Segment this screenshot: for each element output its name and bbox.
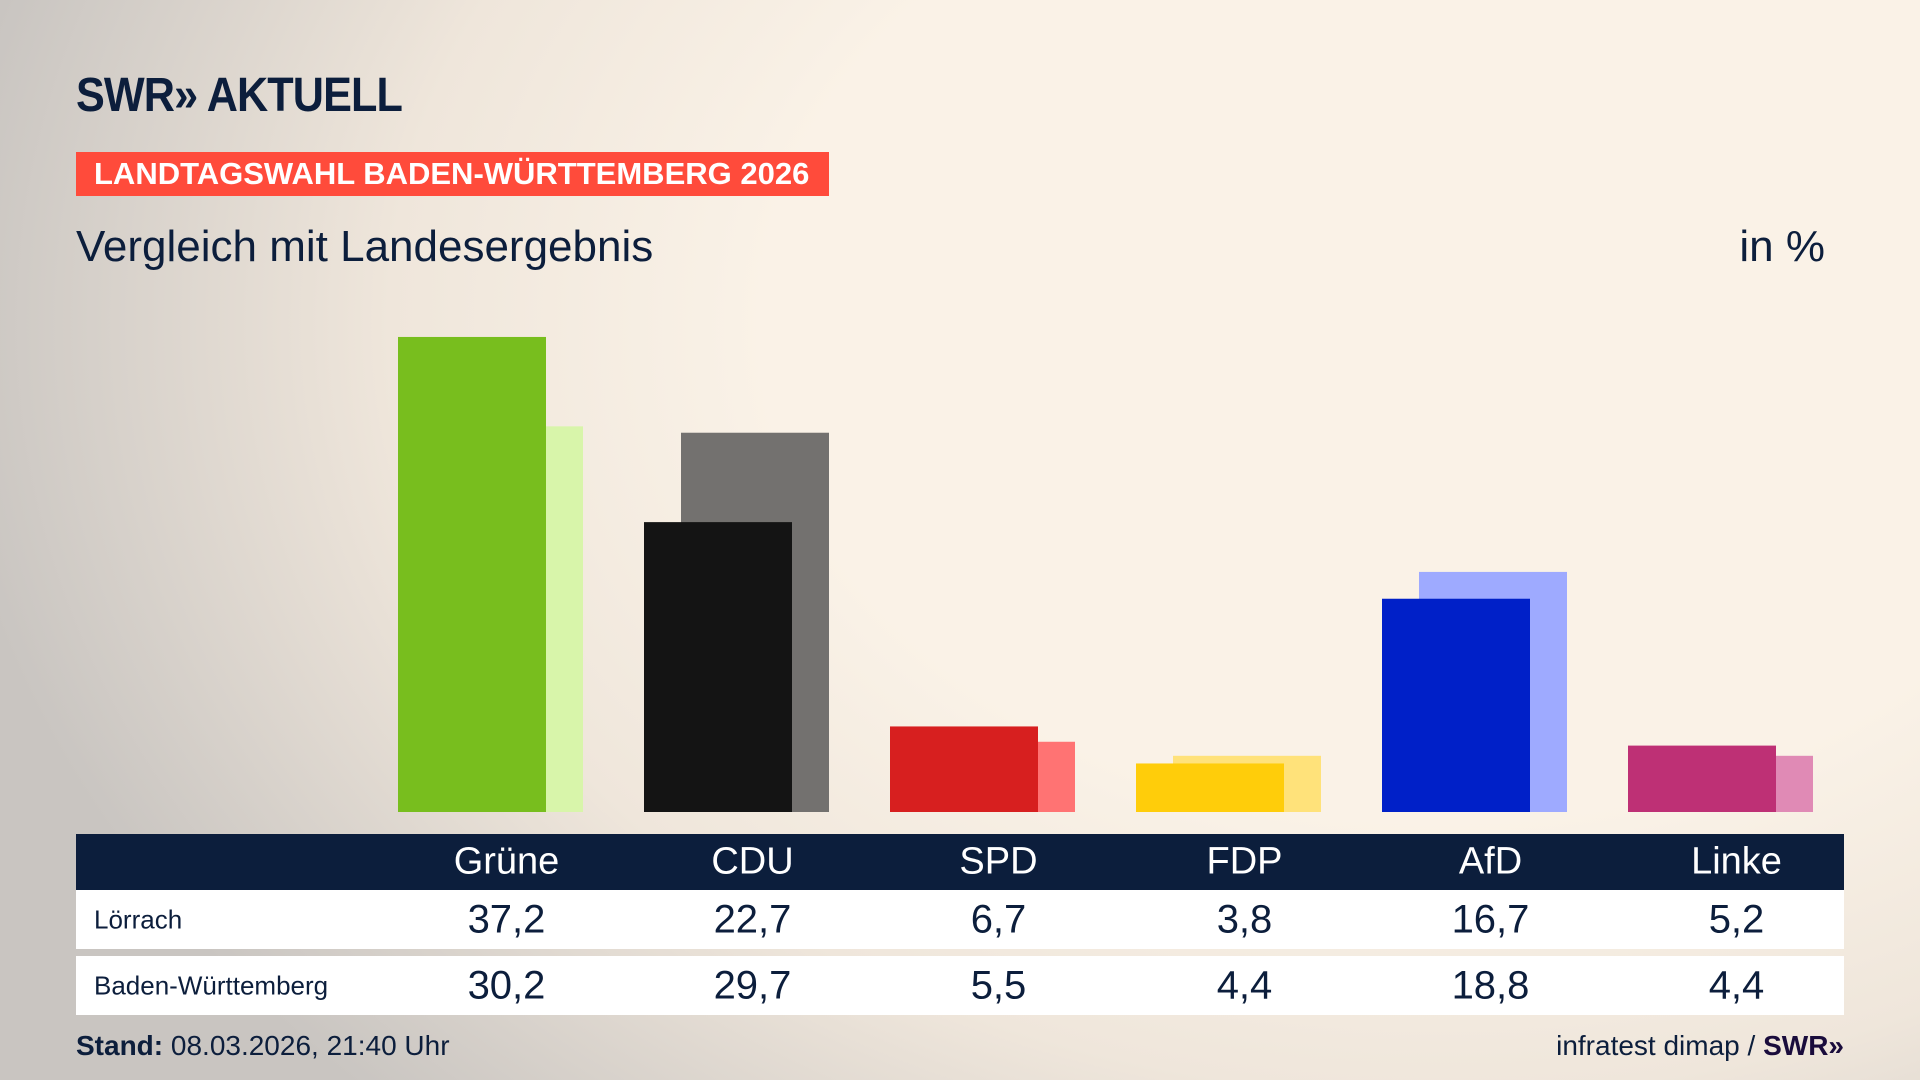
value-cell: 6,7 (970, 897, 1027, 941)
swr-logo: SWR» (1763, 1030, 1844, 1061)
column-header: AfD (1458, 840, 1523, 883)
stand-label: Stand: (76, 1030, 164, 1061)
value-cell: 5,2 (1708, 897, 1765, 941)
chart-subtitle: Vergleich mit Landesergebnis (76, 222, 654, 271)
value-cell: 37,2 (467, 897, 546, 941)
table-row: Lörrach 37,2 22,7 6,7 3,8 16,7 5,2 (76, 890, 1844, 949)
column-header: Grüne (453, 840, 560, 883)
timestamp: Stand: 08.03.2026, 21:40 Uhr (76, 1030, 450, 1062)
swr-aktuell-logo: SWR» AKTUELL (76, 69, 403, 122)
column-header: CDU (711, 840, 794, 883)
value-cell: 3,8 (1216, 897, 1273, 941)
bar-local-3 (1136, 763, 1284, 812)
value-cell: 22,7 (713, 897, 792, 941)
row-label: Lörrach (94, 904, 183, 934)
column-header: Linke (1691, 840, 1782, 883)
source: infratest dimap / SWR» (1556, 1030, 1844, 1062)
column-header: SPD (959, 840, 1038, 883)
value-cell: 18,8 (1451, 963, 1530, 1007)
bar-local-1 (644, 522, 792, 812)
unit-label: in % (1739, 222, 1825, 271)
value-cell: 29,7 (713, 963, 792, 1007)
row-label: Baden-Württemberg (94, 970, 329, 1000)
source-text: infratest dimap / (1556, 1030, 1764, 1061)
stand-value: 08.03.2026, 21:40 Uhr (163, 1030, 450, 1061)
table-header: Grüne CDU SPD FDP AfD Linke (76, 834, 1844, 890)
value-cell: 30,2 (467, 963, 546, 1007)
bar-local-2 (890, 726, 1038, 812)
value-cell: 4,4 (1708, 963, 1765, 1007)
table-row: Baden-Württemberg 30,2 29,7 5,5 4,4 18,8 4,4 (76, 956, 1844, 1015)
bar-local-4 (1382, 598, 1530, 812)
value-cell: 16,7 (1451, 897, 1530, 941)
value-cell: 5,5 (970, 963, 1027, 1007)
election-kicker: LANDTAGSWAHL BADEN-WÜRTTEMBERG 2026 (76, 152, 829, 196)
results-table: Grüne CDU SPD FDP AfD Linke Lörrach 37,2 22,7 6… (76, 834, 1844, 1015)
bar-local-5 (1628, 745, 1776, 812)
value-cell: 4,4 (1216, 963, 1273, 1007)
column-header: FDP (1206, 840, 1283, 883)
bar-local-0 (398, 336, 546, 812)
